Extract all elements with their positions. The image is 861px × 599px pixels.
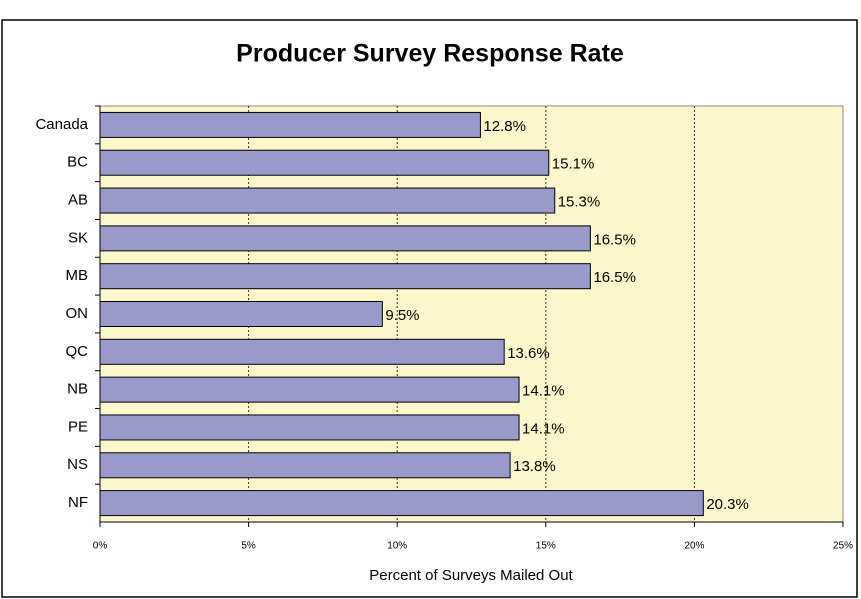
y-tick-label: NS (67, 456, 88, 473)
y-tick-label: ON (66, 305, 89, 322)
y-tick-label: AB (68, 192, 88, 209)
bar (99, 490, 704, 517)
bar (99, 338, 505, 365)
y-tick-label: Canada (35, 116, 88, 133)
value-label: 14.1% (522, 420, 565, 437)
bar (99, 414, 520, 441)
y-tick-label: NF (68, 494, 88, 511)
value-label: 16.5% (593, 269, 636, 286)
y-tick-label: MB (66, 267, 89, 284)
x-tick-label: 0% (93, 541, 108, 552)
value-label: 14.1% (522, 383, 565, 400)
value-label: 13.8% (513, 458, 556, 475)
y-tick-label: QC (66, 343, 89, 360)
value-label: 15.1% (552, 156, 595, 173)
y-tick-label: NB (67, 381, 88, 398)
y-tick-label: PE (68, 418, 88, 435)
chart-title: Producer Survey Response Rate (236, 40, 624, 68)
x-tick-label: 15% (536, 541, 556, 552)
x-tick-label: 25% (833, 541, 853, 552)
bar (99, 187, 556, 214)
bar (99, 301, 383, 327)
x-tick-label: 10% (387, 541, 407, 552)
bar (99, 149, 550, 176)
bar (99, 111, 481, 138)
bar (99, 225, 591, 252)
value-label: 20.3% (706, 496, 749, 513)
bar (99, 376, 520, 403)
value-label: 9.5% (385, 307, 419, 324)
value-label: 16.5% (593, 231, 636, 248)
bar (99, 452, 511, 479)
bar (99, 263, 591, 290)
x-axis-title: Percent of Surveys Mailed Out (369, 567, 573, 584)
x-tick-label: 5% (241, 541, 256, 552)
y-tick-label: BC (67, 154, 88, 171)
y-tick-label: SK (68, 229, 88, 246)
x-tick-label: 20% (684, 541, 704, 552)
value-label: 15.3% (558, 194, 601, 211)
value-label: 13.6% (507, 345, 550, 362)
value-label: 12.8% (483, 118, 526, 135)
